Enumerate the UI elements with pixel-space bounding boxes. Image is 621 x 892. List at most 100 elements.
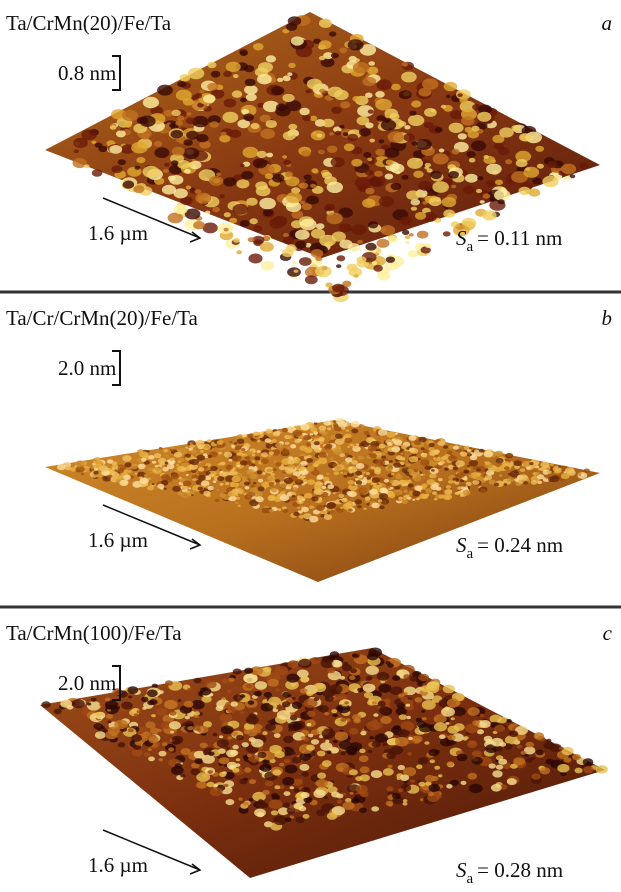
surface-grain xyxy=(106,714,113,719)
surface-grain xyxy=(465,174,478,183)
surface-grain xyxy=(244,65,254,72)
surface-grain xyxy=(460,451,467,456)
surface-grain xyxy=(336,264,341,268)
surface-grain xyxy=(529,189,541,197)
surface-grain xyxy=(399,90,412,99)
surface-grain xyxy=(246,684,252,688)
surface-grain xyxy=(154,147,169,158)
surface-grain xyxy=(292,495,295,497)
surface-grain xyxy=(240,50,248,56)
surface-grain xyxy=(326,473,329,475)
surface-grain xyxy=(494,725,505,733)
surface-grain xyxy=(343,802,355,810)
surface-grain xyxy=(275,443,283,448)
surface-grain xyxy=(325,695,334,701)
surface-grain xyxy=(221,725,234,734)
surface-grain xyxy=(117,475,124,480)
surface-grain xyxy=(294,803,304,810)
surface-grain xyxy=(524,167,540,178)
surface-grain xyxy=(243,453,248,456)
surface-grain xyxy=(327,146,337,153)
surface-grain xyxy=(375,149,385,156)
surface-grain xyxy=(384,479,389,483)
surface-grain xyxy=(152,483,155,485)
surface-grain xyxy=(258,486,265,491)
surface-grain xyxy=(444,458,447,460)
surface-grain xyxy=(183,488,186,490)
surface-grain xyxy=(306,466,315,472)
surface-grain xyxy=(378,701,386,707)
surface-grain xyxy=(375,99,392,111)
surface-grain xyxy=(329,132,334,135)
surface-grain xyxy=(474,449,478,452)
surface-grain xyxy=(494,467,501,472)
surface-grain xyxy=(326,213,343,225)
surface-grain xyxy=(184,701,194,708)
surface-grain xyxy=(240,164,245,167)
surface-grain xyxy=(168,747,174,751)
surface-grain xyxy=(507,454,512,457)
surface-grain xyxy=(170,731,174,734)
surface-grain xyxy=(169,123,175,127)
surface-grain xyxy=(333,740,338,744)
surface-grain xyxy=(428,792,434,796)
surface-grain xyxy=(329,31,336,36)
surface-grain xyxy=(340,472,343,474)
surface-grain xyxy=(158,690,164,694)
surface-grain xyxy=(357,688,363,693)
surface-grain xyxy=(411,100,421,107)
surface-grain xyxy=(191,494,194,496)
surface-grain xyxy=(463,490,471,496)
surface-grain xyxy=(299,108,309,115)
surface-grain xyxy=(227,736,232,739)
surface-grain xyxy=(292,702,303,709)
surface-grain xyxy=(123,181,135,189)
surface-grain xyxy=(364,431,370,435)
surface-grain xyxy=(338,494,344,498)
surface-grain xyxy=(93,471,98,475)
surface-grain xyxy=(335,731,349,740)
panel: Ta/Cr/CrMn(20)/Fe/Tab2.0 nm1.6 µmSa= 0.2… xyxy=(6,306,612,582)
surface-grain xyxy=(437,490,443,494)
surface-grain xyxy=(322,172,332,179)
surface-grain xyxy=(443,685,455,694)
surface-grain xyxy=(210,787,223,796)
surface-grain xyxy=(449,123,464,133)
surface-grain xyxy=(267,679,279,687)
surface-grain xyxy=(284,791,291,796)
surface-grain xyxy=(348,39,364,50)
surface-grain xyxy=(271,810,278,815)
surface-grain xyxy=(169,175,183,185)
surface-grain xyxy=(345,457,352,462)
surface-grain xyxy=(264,692,272,698)
surface-grain xyxy=(480,200,485,204)
surface-grain xyxy=(148,757,155,762)
surface-grain xyxy=(341,427,345,430)
surface-grain xyxy=(424,741,429,745)
surface-grain xyxy=(255,681,267,690)
surface-grain xyxy=(319,19,332,28)
surface-grain xyxy=(187,112,192,115)
roughness-value: = 0.11 nm xyxy=(477,226,562,250)
surface-grain xyxy=(351,224,366,235)
surface-grain xyxy=(273,216,288,226)
surface-grain xyxy=(213,733,218,737)
surface-grain xyxy=(356,463,365,469)
surface-grain xyxy=(485,461,490,465)
surface-grain xyxy=(480,489,487,494)
surface-grain xyxy=(398,121,406,127)
surface-grain xyxy=(262,790,269,795)
surface-grain xyxy=(159,447,163,450)
surface-grain xyxy=(262,731,267,735)
surface-grain xyxy=(418,88,431,97)
surface-grain xyxy=(111,165,122,173)
surface-grain xyxy=(272,794,281,800)
surface-grain xyxy=(246,94,257,102)
surface-grain xyxy=(330,457,334,460)
surface-grain xyxy=(185,447,188,449)
surface-grain xyxy=(388,765,393,769)
surface-grain xyxy=(393,462,401,467)
z-scale-label: 2.0 nm xyxy=(58,671,116,695)
surface-grain xyxy=(409,456,418,462)
surface-grain xyxy=(219,772,226,777)
